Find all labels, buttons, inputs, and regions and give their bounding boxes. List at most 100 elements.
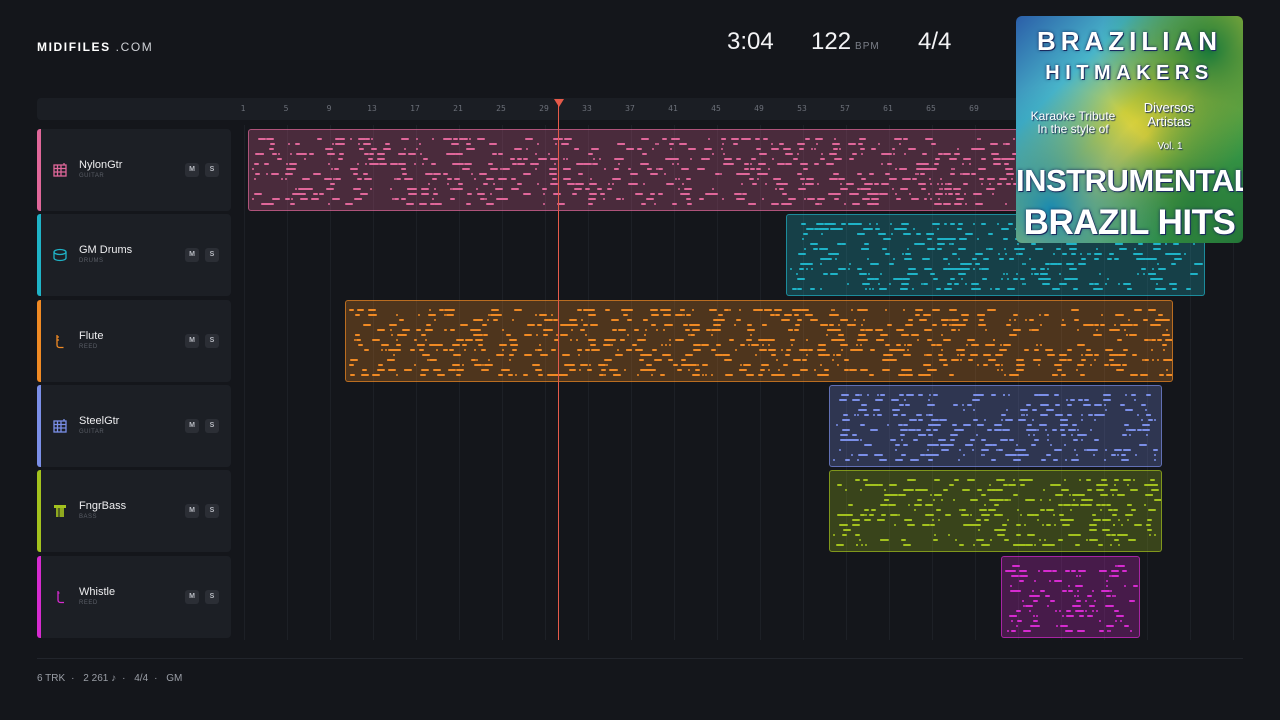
midi-note (680, 308, 683, 311)
midi-note (1102, 393, 1111, 396)
midi-note (545, 318, 548, 321)
midi-clip[interactable] (344, 299, 1173, 382)
mute-button[interactable]: M (185, 418, 199, 433)
midi-note (977, 148, 986, 150)
solo-button[interactable]: S (205, 163, 219, 177)
midi-note (492, 153, 498, 155)
midi-note (1084, 504, 1093, 507)
midi-note (522, 373, 528, 376)
track-header[interactable]: GM Drums DRUMS M S (37, 214, 231, 297)
midi-note (1123, 348, 1129, 351)
midi-note (1117, 494, 1126, 497)
midi-note (484, 363, 490, 366)
midi-note (949, 278, 955, 281)
solo-button[interactable]: S (205, 248, 219, 263)
midi-note (856, 343, 859, 346)
midi-note (1111, 514, 1117, 517)
midi-note (846, 438, 855, 441)
midi-note (715, 353, 724, 356)
timeline-ruler[interactable] (37, 98, 1243, 120)
midi-note (957, 258, 960, 261)
midi-note (529, 163, 535, 165)
solo-button[interactable]: S (205, 504, 219, 519)
midi-note (1074, 448, 1077, 451)
mute-button[interactable]: M (185, 163, 199, 177)
midi-note (867, 393, 870, 396)
midi-note (1059, 418, 1068, 421)
midi-note (258, 153, 264, 155)
midi-note (453, 353, 462, 356)
midi-note (1114, 243, 1123, 246)
midi-note (1038, 313, 1041, 316)
midi-note (548, 173, 557, 175)
midi-note (585, 348, 591, 351)
midi-note (252, 198, 255, 200)
midi-note (814, 228, 820, 231)
midi-note (447, 368, 456, 371)
track-header[interactable]: SteelGtr GUITAR M S (37, 384, 231, 467)
midi-note (941, 348, 944, 351)
midi-clip[interactable] (828, 384, 1162, 467)
midi-note (1101, 479, 1107, 482)
track-header[interactable]: Whistle REED M S (37, 555, 231, 638)
midi-note (755, 168, 761, 170)
midi-note (523, 353, 532, 356)
solo-button[interactable]: S (205, 589, 219, 604)
mute-button[interactable]: M (185, 589, 199, 604)
playhead-marker[interactable] (554, 99, 564, 107)
midi-note (774, 308, 783, 311)
solo-button[interactable]: S (205, 333, 219, 348)
midi-note (1020, 479, 1029, 482)
midi-note (832, 358, 835, 361)
midi-clip[interactable] (1000, 555, 1141, 638)
midi-note (1011, 574, 1020, 577)
midi-note (1025, 403, 1031, 406)
midi-note (857, 188, 860, 190)
midi-note (982, 278, 988, 281)
mute-button[interactable]: M (185, 504, 199, 519)
midi-note (931, 143, 937, 145)
track-header[interactable]: NylonGtr GUITAR M S (37, 129, 231, 211)
midi-note (993, 338, 996, 341)
midi-note (973, 193, 982, 195)
midi-note (805, 178, 814, 180)
midi-note (900, 453, 906, 456)
midi-note (462, 343, 468, 346)
mute-button[interactable]: M (185, 248, 199, 263)
arrangement-grid[interactable] (237, 125, 1243, 640)
midi-note (1087, 413, 1093, 416)
midi-note (1016, 619, 1022, 622)
midi-note (918, 433, 927, 436)
midi-note (1063, 479, 1066, 482)
guitar-icon (52, 418, 68, 434)
track-header[interactable]: Flute REED M S (37, 299, 231, 382)
midi-note (832, 143, 841, 145)
midi-note (366, 178, 369, 180)
midi-note (947, 534, 950, 537)
midi-note (840, 514, 849, 517)
mute-button[interactable]: M (185, 333, 199, 348)
midi-note (715, 173, 721, 175)
midi-note (1024, 453, 1030, 456)
midi-note (1046, 524, 1052, 527)
midi-note (847, 504, 853, 507)
midi-note (1112, 494, 1115, 497)
midi-note (1146, 413, 1152, 416)
midi-note (421, 353, 430, 356)
track-header[interactable]: FngrBass BASS M S (37, 470, 231, 553)
midi-note (915, 489, 924, 492)
playhead[interactable] (558, 105, 559, 640)
midi-note (917, 458, 920, 461)
midi-note (873, 183, 879, 185)
midi-clip[interactable] (828, 470, 1162, 553)
solo-button[interactable]: S (205, 418, 219, 433)
grid-line (803, 125, 804, 640)
midi-note (1009, 223, 1012, 226)
midi-note (1094, 514, 1097, 517)
midi-note (982, 313, 985, 316)
midi-note (576, 348, 582, 351)
midi-note (913, 504, 922, 507)
midi-note (803, 248, 806, 251)
midi-note (1010, 373, 1019, 376)
midi-note (907, 504, 910, 507)
